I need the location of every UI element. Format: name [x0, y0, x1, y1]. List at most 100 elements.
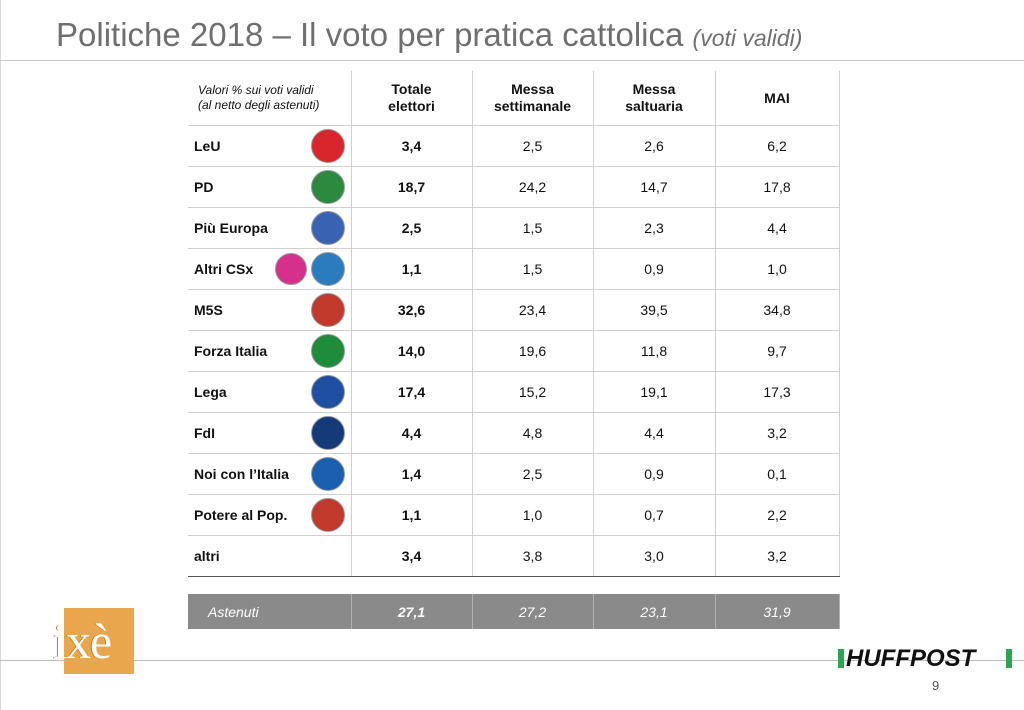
- value-mai: 17,3: [715, 371, 840, 413]
- table-row: PD 18,7 24,2 14,7 17,8: [188, 166, 840, 208]
- party-cell: FdI: [188, 412, 352, 454]
- noi-con-italia-logo: [310, 457, 345, 491]
- party-name: Altri CSx: [194, 261, 254, 277]
- footer-divider: [0, 660, 1024, 661]
- insieme-logo: [310, 252, 345, 286]
- huffpost-left-bar: [838, 649, 844, 668]
- page-title-subtitle: (voti validi): [692, 25, 803, 51]
- party-cell: PD: [188, 166, 352, 208]
- value-saltuaria: 2,3: [593, 207, 716, 249]
- value-settimanale: 1,5: [472, 248, 594, 290]
- value-mai: 4,4: [715, 207, 840, 249]
- table-row: LeU 3,4 2,5 2,6 6,2: [188, 125, 840, 167]
- page-title: Politiche 2018 – Il voto per pratica cat…: [56, 16, 802, 54]
- pd-logo: [310, 170, 345, 204]
- value-mai: 6,2: [715, 125, 840, 167]
- table-row: Forza Italia 14,0 19,6 11,8 9,7: [188, 330, 840, 372]
- party-name: LeU: [194, 138, 221, 154]
- value-saltuaria: 11,8: [593, 330, 716, 372]
- value-settimanale: 23,4: [472, 289, 594, 331]
- party-cell: Potere al Pop.: [188, 494, 352, 536]
- value-mai: 2,2: [715, 494, 840, 536]
- party-cell: Noi con l’Italia: [188, 453, 352, 495]
- column-header-totale: Totale elettori: [351, 71, 473, 126]
- table-row: FdI 4,4 4,8 4,4 3,2: [188, 412, 840, 454]
- party-name: Lega: [194, 384, 227, 400]
- value-mai: 1,0: [715, 248, 840, 290]
- forza-italia-logo: [310, 334, 345, 368]
- value-settimanale: 2,5: [472, 125, 594, 167]
- party-name: PD: [194, 179, 214, 195]
- value-mai: 17,8: [715, 166, 840, 208]
- value-totale: 4,4: [351, 412, 473, 454]
- header-note-line1: Valori % sui voti validi: [198, 83, 314, 97]
- astenuti-value-saltuaria: 23,1: [593, 594, 716, 629]
- value-totale: 2,5: [351, 207, 473, 249]
- astenuti-row-table: Astenuti 27,1 27,2 23,1 31,9: [188, 594, 840, 629]
- value-totale: 32,6: [351, 289, 473, 331]
- value-mai: 9,7: [715, 330, 840, 372]
- party-name: Noi con l’Italia: [194, 466, 289, 482]
- value-mai: 3,2: [715, 412, 840, 454]
- huffpost-right-bar: [1006, 649, 1012, 668]
- ixe-logo: ixè: [48, 608, 134, 674]
- potere-al-popolo-logo: [310, 498, 345, 532]
- value-totale: 18,7: [351, 166, 473, 208]
- left-border-line: [0, 0, 1, 710]
- huffpost-logo-text: HUFFPOST: [846, 645, 976, 672]
- value-settimanale: 2,5: [472, 453, 594, 495]
- column-header-line1: Messa: [511, 81, 554, 97]
- ixe-logo-text: ixè: [53, 613, 112, 669]
- value-totale: 3,4: [351, 125, 473, 167]
- piu-europa-logo: [310, 211, 345, 245]
- party-cell: Forza Italia: [188, 330, 352, 372]
- value-saltuaria: 0,9: [593, 453, 716, 495]
- value-saltuaria: 19,1: [593, 371, 716, 413]
- astenuti-row: Astenuti 27,1 27,2 23,1 31,9: [188, 594, 840, 629]
- value-saltuaria: 2,6: [593, 125, 716, 167]
- column-header-line2: elettori: [388, 98, 435, 114]
- party-name: FdI: [194, 425, 215, 441]
- column-header-messa-settimanale: Messa settimanale: [472, 71, 594, 126]
- leu-logo: [310, 129, 345, 163]
- page-title-main: Politiche 2018 – Il voto per pratica cat…: [56, 16, 684, 53]
- party-cell: Più Europa: [188, 207, 352, 249]
- value-settimanale: 3,8: [472, 535, 594, 577]
- party-name: Più Europa: [194, 220, 268, 236]
- value-settimanale: 15,2: [472, 371, 594, 413]
- ixe-logo-box: [64, 608, 134, 674]
- table-row: M5S 32,6 23,4 39,5 34,8: [188, 289, 840, 331]
- column-header-line2: settimanale: [493, 98, 572, 114]
- table-row: Più Europa 2,5 1,5 2,3 4,4: [188, 207, 840, 249]
- value-totale: 3,4: [351, 535, 473, 577]
- table-header-row: Valori % sui voti validi (al netto degli…: [188, 71, 840, 126]
- party-name: Potere al Pop.: [194, 507, 288, 523]
- party-cell: altri: [188, 535, 352, 577]
- table-row: Potere al Pop. 1,1 1,0 0,7 2,2: [188, 494, 840, 536]
- column-header-mai: MAI: [715, 71, 840, 126]
- party-cell: Lega: [188, 371, 352, 413]
- value-mai: 3,2: [715, 535, 840, 577]
- value-saltuaria: 4,4: [593, 412, 716, 454]
- column-header-line1: Totale: [391, 81, 432, 97]
- lorenzin-logo: [274, 253, 307, 285]
- huffpost-logo: HUFFPOST: [838, 645, 1014, 672]
- results-table: Valori % sui voti validi (al netto degli…: [188, 71, 840, 577]
- value-totale: 1,1: [351, 494, 473, 536]
- value-totale: 14,0: [351, 330, 473, 372]
- value-saltuaria: 14,7: [593, 166, 716, 208]
- astenuti-value-mai: 31,9: [715, 594, 840, 629]
- lega-logo: [310, 375, 345, 409]
- value-mai: 34,8: [715, 289, 840, 331]
- party-cell: Altri CSx: [188, 248, 352, 290]
- value-totale: 17,4: [351, 371, 473, 413]
- table-body: LeU 3,4 2,5 2,6 6,2 PD 18,7 24,2 14,7 17,8 Più Eur…: [188, 125, 840, 577]
- value-settimanale: 4,8: [472, 412, 594, 454]
- fdi-logo: [310, 416, 345, 450]
- value-saltuaria: 0,9: [593, 248, 716, 290]
- table-row: Noi con l’Italia 1,4 2,5 0,9 0,1: [188, 453, 840, 495]
- column-header-line2: saltuaria: [625, 98, 683, 114]
- header-note-line2: (al netto degli astenuti): [198, 98, 320, 112]
- value-totale: 1,1: [351, 248, 473, 290]
- title-divider: [0, 60, 1024, 61]
